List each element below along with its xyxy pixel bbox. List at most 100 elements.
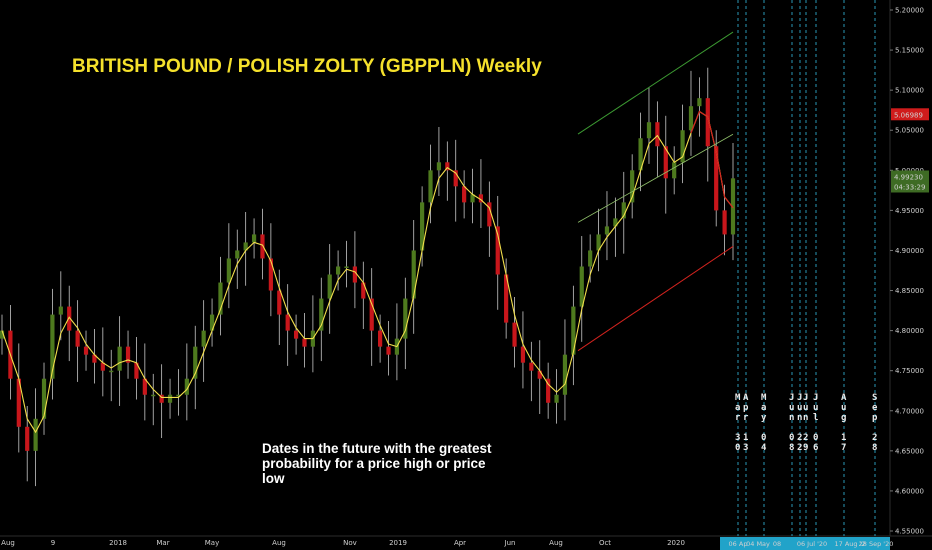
- future-date-month-char: u: [789, 403, 794, 413]
- candle-body: [109, 370, 114, 373]
- candle-body: [33, 418, 38, 451]
- future-date-month-char: S: [872, 393, 877, 403]
- future-date-day-char: 7: [841, 443, 846, 453]
- future-date-day-char: 0: [761, 433, 766, 443]
- candle-body: [688, 106, 694, 131]
- candle-body: [209, 314, 215, 331]
- moving-average-line: [1, 110, 734, 434]
- candle-body: [92, 354, 97, 363]
- candle-body: [176, 394, 181, 397]
- y-tick-label: 4.75000: [895, 367, 924, 375]
- candle-body: [730, 178, 736, 235]
- candle-body: [319, 298, 324, 331]
- middle-channel-line: [577, 133, 734, 223]
- candle-body: [520, 346, 526, 363]
- future-date-month-char: M: [761, 393, 767, 403]
- future-date-month-char: J: [789, 393, 794, 403]
- y-tick-label: 4.60000: [895, 487, 924, 495]
- candle-body: [302, 338, 307, 347]
- future-date-month-char: r: [743, 413, 749, 423]
- future-date-month-char: e: [872, 403, 878, 413]
- y-tick-label: 4.70000: [895, 407, 924, 415]
- candle-body: [571, 306, 576, 355]
- candle-body: [411, 250, 416, 299]
- future-date-day-char: 8: [872, 443, 877, 453]
- candle-body: [638, 138, 643, 171]
- candle-body: [697, 98, 702, 107]
- candle-body: [327, 274, 332, 299]
- candle-body: [672, 162, 677, 179]
- future-date-day-char: 2: [872, 433, 877, 443]
- y-tick-label: 4.55000: [895, 528, 924, 536]
- candle-body: [293, 330, 299, 339]
- y-tick-label: 5.20000: [895, 7, 924, 15]
- candle-body: [462, 186, 467, 203]
- candle-body: [100, 362, 105, 371]
- future-date-day-char: 1: [841, 433, 846, 443]
- future-date-month-char: n: [803, 413, 808, 423]
- candle-body: [16, 378, 21, 427]
- future-date-month-char: a: [735, 403, 740, 413]
- y-tick-label: 5.15000: [895, 47, 924, 55]
- candle-body: [604, 226, 610, 235]
- candle-body: [369, 298, 374, 331]
- candle-body: [260, 234, 265, 259]
- candle-body: [378, 330, 383, 347]
- future-date-month-char: u: [803, 403, 808, 413]
- candle-body: [588, 250, 593, 267]
- future-date-month-char: n: [797, 413, 802, 423]
- future-date-month-char: J: [803, 393, 808, 403]
- candle-body: [546, 378, 551, 403]
- future-date-day-char: 3: [743, 443, 748, 453]
- upper-channel-line: [577, 31, 734, 135]
- candle-body: [277, 290, 282, 315]
- candle-body: [352, 266, 357, 283]
- x-projection-label: 08: [773, 540, 781, 548]
- y-tick-label: 5.10000: [895, 87, 924, 95]
- candle-body: [184, 378, 189, 395]
- future-date-day-char: 4: [761, 443, 767, 453]
- candle-body: [218, 282, 223, 315]
- future-date-month-char: r: [735, 413, 741, 423]
- candle-body: [630, 170, 635, 203]
- candle-body: [470, 194, 475, 203]
- x-tick-label: 2019: [389, 539, 407, 547]
- candle-body: [621, 202, 626, 219]
- future-date-month-char: A: [743, 393, 749, 403]
- future-date-month-char: M: [735, 393, 741, 403]
- future-date-day-char: 9: [803, 443, 808, 453]
- candle-body: [67, 306, 72, 331]
- x-tick-label: 2018: [109, 539, 127, 547]
- x-tick-label: Aug: [549, 539, 563, 547]
- candle-body: [235, 250, 240, 259]
- candle-body: [142, 378, 147, 395]
- future-date-month-char: p: [743, 403, 749, 413]
- candle-body: [705, 98, 710, 147]
- x-tick-label: Jun: [504, 539, 516, 547]
- candle-body: [453, 170, 458, 187]
- future-date-month-char: l: [813, 413, 818, 423]
- future-date-day-char: 2: [803, 433, 808, 443]
- candle-body: [25, 426, 30, 451]
- candle-body: [663, 146, 668, 179]
- candle-body: [562, 354, 568, 395]
- candle-body: [529, 362, 534, 371]
- candle-body: [268, 258, 273, 291]
- y-tick-label: 4.85000: [895, 287, 924, 295]
- candle-body: [41, 378, 47, 419]
- candle-body: [537, 370, 542, 379]
- future-date-day-char: 2: [797, 433, 802, 443]
- future-date-month-char: p: [872, 413, 878, 423]
- x-projection-label: 04 May: [746, 540, 770, 548]
- candle-body: [579, 266, 584, 307]
- candle-body: [386, 346, 391, 355]
- candle-body: [335, 266, 341, 275]
- candle-body: [285, 314, 290, 331]
- candle-body: [117, 346, 122, 371]
- future-date-month-char: y: [761, 413, 767, 423]
- candle-body: [504, 274, 509, 323]
- future-date-day-char: 0: [813, 433, 818, 443]
- x-tick-label: Oct: [599, 539, 611, 547]
- current-price-label: 4.99230: [894, 173, 923, 181]
